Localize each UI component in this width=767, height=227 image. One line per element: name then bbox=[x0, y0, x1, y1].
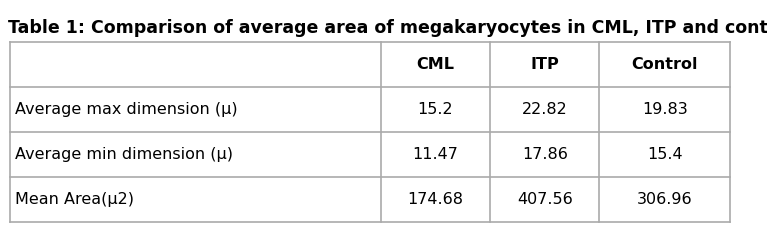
Text: Control: Control bbox=[631, 57, 698, 72]
Text: 407.56: 407.56 bbox=[517, 192, 573, 207]
Text: 19.83: 19.83 bbox=[642, 102, 687, 117]
Text: 17.86: 17.86 bbox=[522, 147, 568, 162]
Text: 15.2: 15.2 bbox=[417, 102, 453, 117]
Text: 174.68: 174.68 bbox=[407, 192, 463, 207]
Text: Mean Area(μ2): Mean Area(μ2) bbox=[15, 192, 134, 207]
Text: Average max dimension (μ): Average max dimension (μ) bbox=[15, 102, 238, 117]
Text: Table 1: Comparison of average area of megakaryocytes in CML, ITP and control: Table 1: Comparison of average area of m… bbox=[8, 19, 767, 37]
Text: 15.4: 15.4 bbox=[647, 147, 683, 162]
Text: Average min dimension (μ): Average min dimension (μ) bbox=[15, 147, 233, 162]
Text: 306.96: 306.96 bbox=[637, 192, 693, 207]
Text: 11.47: 11.47 bbox=[413, 147, 458, 162]
Text: ITP: ITP bbox=[530, 57, 559, 72]
Text: 22.82: 22.82 bbox=[522, 102, 568, 117]
Text: CML: CML bbox=[416, 57, 454, 72]
